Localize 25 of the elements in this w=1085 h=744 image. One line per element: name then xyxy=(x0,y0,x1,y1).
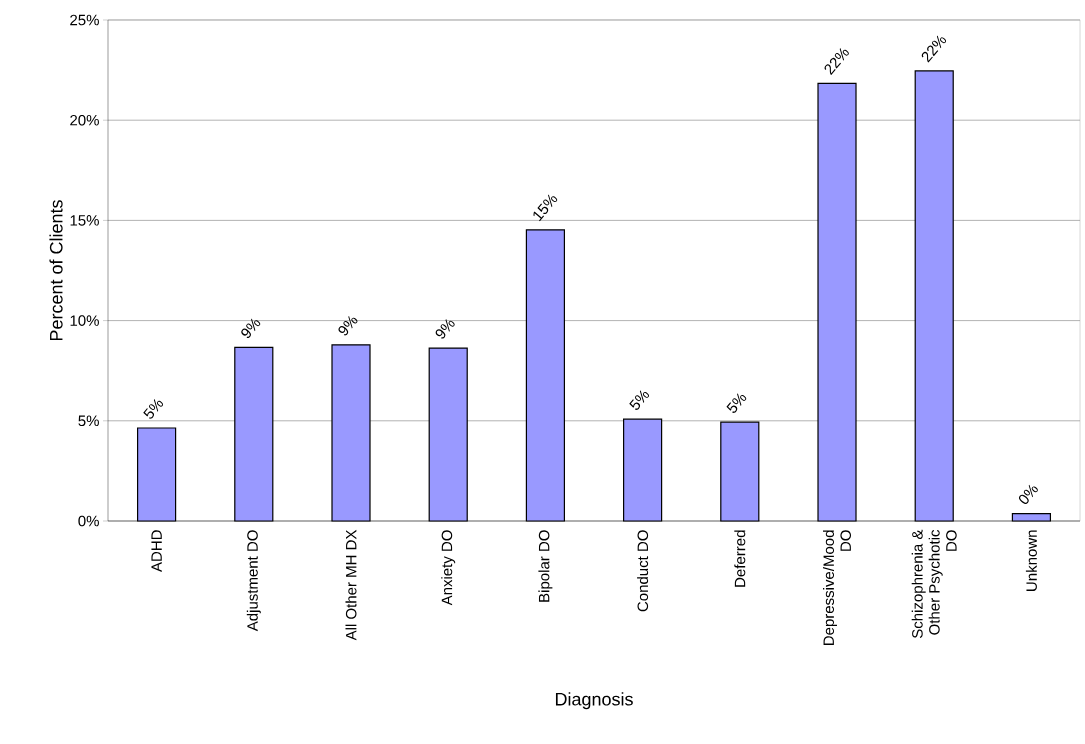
y-tick-label: 25% xyxy=(70,14,99,26)
x-tick-label: ADHD xyxy=(151,530,162,572)
data-label: 5% xyxy=(629,390,650,410)
y-axis-title: Percent of Clients xyxy=(49,200,63,341)
data-label: 0% xyxy=(1018,484,1038,504)
x-axis-title: Diagnosis xyxy=(555,692,633,710)
data-label: 5% xyxy=(726,393,747,413)
y-tick-label: 5% xyxy=(78,415,99,427)
y-tick-label: 15% xyxy=(70,215,99,226)
y-tick-label: 10% xyxy=(70,315,99,326)
x-tick-label: Schizophrenia & Other Psychotic DO xyxy=(911,529,957,639)
data-label: 9% xyxy=(338,315,358,336)
x-tick-label: Deferred xyxy=(734,530,746,587)
data-label: 5% xyxy=(143,399,164,419)
x-tick-label: Conduct DO xyxy=(637,530,649,612)
y-tick-label: 0% xyxy=(78,515,99,527)
data-label: 9% xyxy=(241,318,261,339)
x-tick-label: Depressive/Mood DO xyxy=(823,530,852,646)
x-tick-label: Bipolar DO xyxy=(538,530,553,602)
x-tick-label: Unknown xyxy=(1025,530,1037,591)
x-tick-label: Anxiety DO xyxy=(441,530,456,606)
data-label: 9% xyxy=(435,319,455,339)
x-tick-label: All Other MH DX xyxy=(345,529,357,641)
x-tick-label: Adjustment DO xyxy=(246,530,261,632)
y-tick-label: 20% xyxy=(70,114,99,126)
